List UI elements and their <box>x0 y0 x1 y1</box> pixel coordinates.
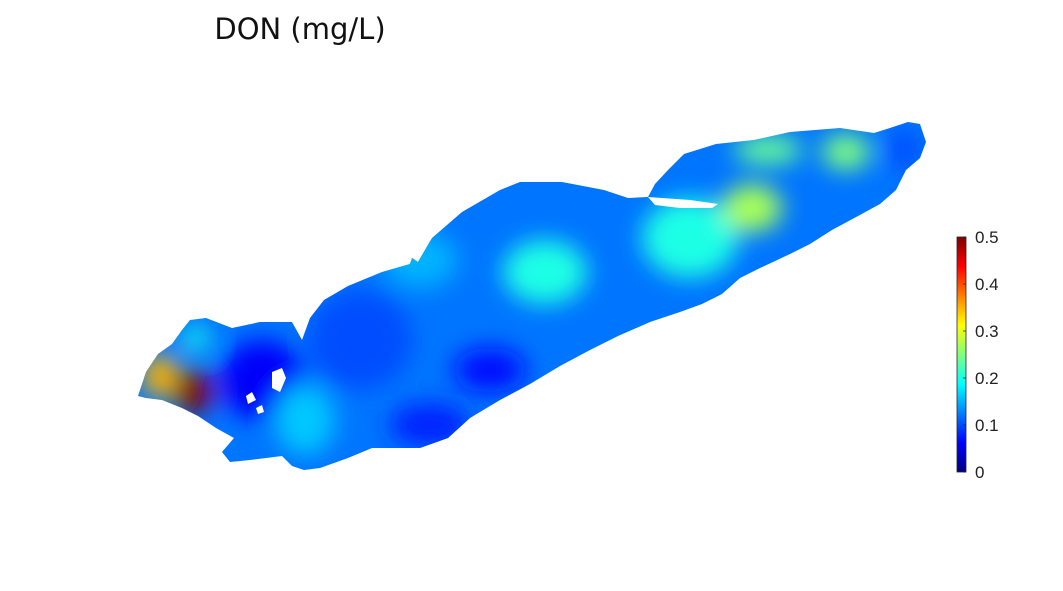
colorbar-gradient <box>956 236 967 473</box>
hotspot-south-central <box>454 348 526 392</box>
colorbar-tick-label: 0.2 <box>975 369 999 388</box>
lake-islands <box>246 197 718 414</box>
colorbar-tick-label: 0.4 <box>975 275 999 294</box>
island <box>272 368 286 392</box>
colorbar-tick-label: 0.3 <box>975 322 999 341</box>
colorbar-tick-label: 0.5 <box>975 228 999 247</box>
hotspot-west-inlet <box>182 326 210 350</box>
hotspot-west-central-shore <box>275 385 335 455</box>
hotspot-far-west-bay <box>174 370 214 414</box>
colorbar-tick-label: 0 <box>975 463 984 482</box>
hotspot-west-shore <box>142 354 178 398</box>
hotspot-east-end <box>822 134 870 170</box>
hotspot-central-basin <box>308 290 412 390</box>
island <box>246 392 256 404</box>
hotspot-south-shore <box>390 403 470 447</box>
hotspot-east-basin-north <box>734 136 802 164</box>
hotspot-central-east <box>382 232 458 288</box>
island <box>256 405 264 414</box>
hotspot-east-basin <box>722 184 782 232</box>
long-point-gap <box>648 197 718 208</box>
hotspot-far-east-shore <box>886 130 922 170</box>
colorbar-ticks: 0 0.1 0.2 0.3 0.4 0.5 <box>963 228 999 482</box>
hotspot-east-central <box>642 198 738 278</box>
colorbar: 0 0.1 0.2 0.3 0.4 0.5 <box>956 228 999 482</box>
colorbar-tick-label: 0.1 <box>975 416 999 435</box>
lake-map <box>138 122 926 470</box>
chart-title: DON (mg/L) <box>214 12 385 46</box>
hotspot-central-open-water <box>503 240 587 304</box>
